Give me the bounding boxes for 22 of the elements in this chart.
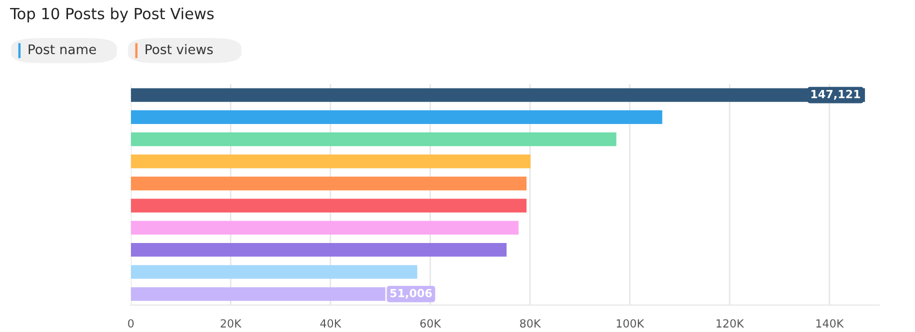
bar <box>130 265 418 279</box>
bar <box>130 242 507 257</box>
bar <box>130 154 531 168</box>
bar <box>130 132 616 146</box>
bar <box>130 110 662 124</box>
x-tick-label: 60K <box>420 319 442 328</box>
text: Post views <box>146 44 213 54</box>
bar <box>130 198 527 212</box>
data-label: 147,121 <box>811 90 860 100</box>
x-tick-label: 100K <box>616 319 644 328</box>
bar <box>130 88 865 102</box>
x-tick-label: 80K <box>520 319 541 328</box>
data-label: 51,006 <box>390 288 432 299</box>
bar <box>130 176 527 190</box>
x-tick-label: 0 <box>128 319 134 328</box>
chart-title: Top 10 Posts by Post Views <box>10 8 214 22</box>
x-tick-label: 40K <box>320 319 342 328</box>
x-tick-label: 20K <box>220 319 242 328</box>
bar <box>130 220 519 235</box>
x-tick-label: 140K <box>816 319 844 328</box>
text: Post name <box>28 44 96 54</box>
x-tick-label: 120K <box>716 319 744 328</box>
